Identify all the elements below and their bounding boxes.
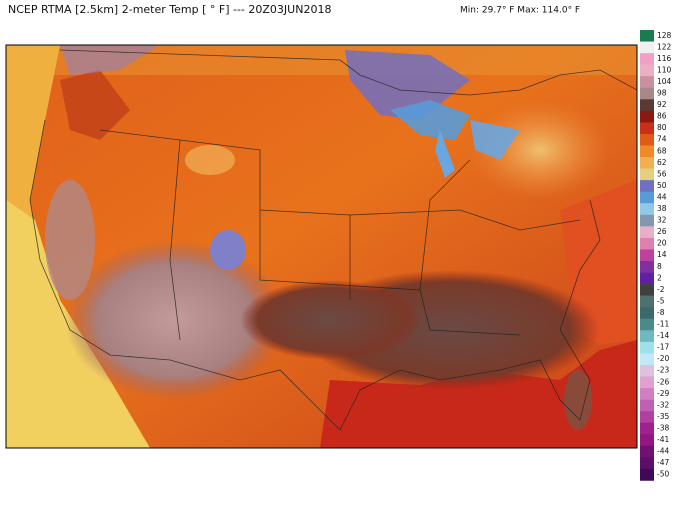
colorbar-swatch [640, 330, 654, 343]
colorbar-label: -11 [657, 320, 669, 329]
colorbar-swatch [640, 145, 654, 158]
colorbar-label: 20 [657, 239, 667, 248]
colorbar-swatch [640, 261, 654, 273]
colorbar-swatch [640, 180, 654, 192]
colorbar: 128 122 116 110 104 98 92 86 80 74 68 62 56 50 44 38 32 2… [640, 30, 672, 481]
colorbar-swatch [640, 468, 654, 481]
colorbar-label: 74 [657, 135, 667, 144]
colorbar-label: 44 [657, 192, 667, 201]
colorbar-swatch [640, 457, 654, 470]
colorbar-swatch [640, 388, 654, 400]
colorbar-label: 26 [657, 227, 667, 236]
colorbar-label: -41 [657, 435, 669, 444]
colorbar-label: 116 [657, 54, 672, 63]
colorbar-swatch [640, 237, 654, 250]
colorbar-label: 104 [657, 77, 672, 86]
colorbar-swatch [640, 272, 654, 285]
colorbar-label: 68 [657, 146, 667, 155]
colorbar-swatch [640, 445, 654, 458]
colorbar-label: -32 [657, 400, 669, 409]
colorbar-label: 56 [657, 169, 667, 178]
colorbar-label: 38 [657, 204, 667, 213]
colorbar-label: -38 [657, 423, 669, 432]
colorbar-label: 92 [657, 100, 667, 109]
colorbar-label: -23 [657, 366, 669, 375]
temperature-map [6, 45, 637, 448]
colorbar-swatch [640, 41, 654, 54]
colorbar-swatch [640, 133, 654, 146]
colorbar-label: -5 [657, 296, 665, 305]
colorbar-swatch [640, 64, 654, 77]
colorbar-swatch [640, 226, 654, 239]
colorbar-swatch [640, 122, 654, 135]
colorbar-label: 86 [657, 112, 667, 121]
colorbar-swatch [640, 110, 654, 123]
colorbar-label: -35 [657, 412, 669, 421]
colorbar-swatch [640, 249, 654, 262]
colorbar-label: -29 [657, 389, 669, 398]
colorbar-swatch [640, 411, 654, 423]
colorbar-swatch [640, 203, 654, 216]
colorbar-label: 32 [657, 216, 667, 225]
colorbar-swatch [640, 307, 654, 320]
colorbar-label: 122 [657, 42, 672, 51]
colorbar-swatch [640, 364, 654, 377]
colorbar-swatch [640, 399, 654, 412]
title: NCEP RTMA [2.5km] 2-meter Temp [ ° F] --… [8, 3, 331, 16]
colorbar-label: 8 [657, 262, 662, 271]
colorbar-label: -26 [657, 377, 669, 386]
colorbar-swatch [640, 168, 654, 181]
colorbar-label: -8 [657, 308, 665, 317]
colorbar-label: -44 [657, 447, 669, 456]
colorbar-label: 2 [657, 273, 662, 282]
colorbar-swatch [640, 191, 654, 204]
colorbar-label: -14 [657, 331, 669, 340]
colorbar-swatch [640, 318, 654, 331]
min-max: Min: 29.7° F Max: 114.0° F [460, 6, 580, 16]
colorbar-swatch [640, 157, 654, 169]
colorbar-swatch [640, 376, 654, 389]
colorbar-swatch [640, 422, 654, 435]
colorbar-swatch [640, 53, 654, 65]
colorbar-swatch [640, 214, 654, 227]
colorbar-label: 128 [657, 31, 672, 40]
colorbar-label: -50 [657, 470, 669, 479]
colorbar-label: -17 [657, 343, 669, 352]
colorbar-swatch [640, 284, 654, 296]
colorbar-label: 98 [657, 89, 667, 98]
colorbar-label: 80 [657, 123, 667, 132]
colorbar-swatch [640, 99, 654, 112]
colorbar-swatch [640, 295, 654, 308]
colorbar-swatch [640, 87, 654, 100]
colorbar-label: -20 [657, 354, 669, 363]
colorbar-swatch [640, 341, 654, 354]
colorbar-label: 14 [657, 250, 667, 259]
colorbar-label: -2 [657, 285, 665, 294]
colorbar-label: 62 [657, 158, 667, 167]
colorbar-swatch [640, 434, 654, 447]
colorbar-label: 110 [657, 65, 672, 74]
colorbar-label: -47 [657, 458, 669, 467]
colorbar-swatch [640, 30, 654, 42]
colorbar-label: 50 [657, 181, 667, 190]
map-frame [5, 44, 638, 449]
colorbar-swatch [640, 76, 654, 89]
colorbar-swatch [640, 353, 654, 366]
